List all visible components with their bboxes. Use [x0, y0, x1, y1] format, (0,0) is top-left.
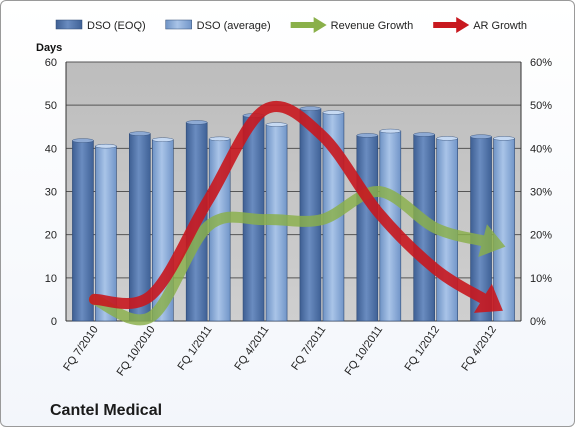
- y-tick-label: 60: [45, 57, 57, 69]
- bar-cap: [436, 136, 458, 141]
- x-tick-label: FQ 10/2011: [343, 324, 386, 378]
- bar-cap: [265, 122, 288, 127]
- legend-label: DSO (average): [197, 20, 271, 32]
- x-tick-label: FQ 4/2012: [459, 324, 499, 373]
- series-line: [88, 186, 491, 326]
- legend-swatch: [165, 19, 192, 30]
- bar: [72, 140, 94, 322]
- y-tick-label: 30: [45, 187, 57, 199]
- bar-cap: [152, 137, 174, 142]
- x-tick-label: FQ 1/2011: [175, 324, 214, 373]
- series-arrowhead: [478, 224, 506, 258]
- y2-tick-label: 10%: [530, 273, 552, 285]
- bar-cap: [72, 138, 94, 143]
- bar-cap: [379, 128, 402, 134]
- bar-cap: [299, 106, 322, 111]
- y-tick-label: 10: [45, 273, 57, 285]
- bar-cap: [185, 120, 208, 125]
- y2-tick-label: 50%: [530, 100, 552, 112]
- y-tick-label: 50: [45, 100, 57, 112]
- y-tick-label: 40: [45, 143, 57, 155]
- bar-cap: [208, 136, 231, 142]
- legend-entry: Revenue Growth: [290, 17, 414, 33]
- revenue-growth-series: [88, 186, 506, 326]
- legend-entry: DSO (average): [165, 19, 271, 32]
- legend-label: AR Growth: [473, 20, 527, 32]
- y2-tick-label: 0%: [530, 316, 546, 328]
- legend-entry: AR Growth: [433, 17, 527, 33]
- ar-growth-series: [88, 100, 503, 313]
- y2-tick-label: 30%: [530, 187, 552, 199]
- bar-cap: [95, 143, 117, 149]
- y-tick-label: 0: [51, 316, 57, 328]
- legend-swatch: [55, 19, 83, 30]
- x-tick-label: FQ 7/2011: [289, 324, 328, 373]
- bar-cap: [322, 110, 345, 115]
- series-arrowhead: [473, 283, 503, 313]
- y-tick-label: 20: [45, 230, 57, 242]
- bar-cap: [129, 131, 151, 136]
- y2-tick-label: 40%: [530, 143, 552, 155]
- x-tick-label: FQ 1/2012: [402, 324, 442, 373]
- bar-cap: [493, 136, 515, 141]
- x-tick-label: FQ 4/2011: [232, 324, 271, 373]
- legend-label: Revenue Growth: [331, 20, 414, 32]
- legend-label: DSO (EOQ): [87, 20, 146, 32]
- bar: [493, 138, 515, 322]
- x-tick-label: FQ 10/2010: [115, 324, 158, 378]
- y2-tick-label: 60%: [530, 57, 552, 69]
- bar-cap: [356, 133, 379, 138]
- bar-cap: [470, 134, 492, 139]
- bar: [356, 135, 379, 322]
- legend-swatch-arrow: [456, 17, 470, 33]
- y-axis-title: Days: [36, 42, 62, 54]
- legend-swatch-arrow: [313, 17, 327, 33]
- legend-entry: DSO (EOQ): [55, 19, 146, 32]
- series-line: [88, 100, 491, 309]
- x-tick-label: FQ 7/2010: [61, 324, 101, 373]
- bar-cap: [413, 132, 435, 137]
- y2-tick-label: 20%: [530, 230, 552, 242]
- company-name: Cantel Medical: [50, 402, 162, 419]
